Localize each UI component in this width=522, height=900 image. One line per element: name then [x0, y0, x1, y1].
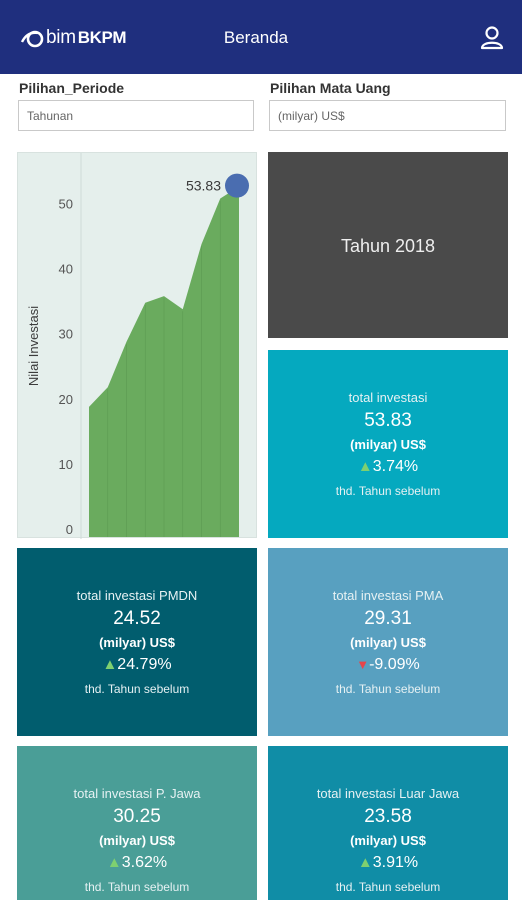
y-tick-label: 10 [59, 457, 73, 472]
app-bar: bim BKPM Beranda [0, 0, 522, 74]
profile-button[interactable] [478, 24, 506, 52]
area-chart: Nilai Investasi 0 10 20 30 40 50 53.83 [26, 153, 249, 539]
tile-unit: (milyar) US$ [350, 437, 426, 452]
change-arrow-icon: ▲ [357, 458, 373, 475]
change-arrow-icon: ▲ [106, 854, 122, 871]
period-filter-label: Pilihan_Periode [19, 80, 125, 96]
tile-unit: (milyar) US$ [99, 635, 175, 650]
tile-change: 24.79% [117, 656, 172, 673]
logo-mark-icon [20, 30, 44, 48]
outside-java-investment-tile[interactable]: total investasi Luar Jawa 23.58 (milyar)… [268, 746, 508, 900]
pmdn-investment-tile[interactable]: total investasi PMDN 24.52 (milyar) US$ … [17, 548, 257, 736]
tile-change: -9.09% [369, 656, 420, 673]
year-text: Tahun 2018 [340, 236, 436, 256]
tile-unit: (milyar) US$ [99, 833, 175, 848]
tile-value: 53.83 [364, 410, 412, 431]
tile-unit: (milyar) US$ [350, 635, 426, 650]
highlight-point[interactable] [225, 173, 249, 198]
tile-change: 3.62% [121, 854, 168, 871]
y-tick-label: 30 [59, 327, 73, 342]
change-arrow-icon: ▲ [357, 854, 373, 871]
tile-change: 3.91% [372, 854, 419, 871]
investment-chart[interactable]: Nilai Investasi 0 10 20 30 40 50 53.83 [17, 152, 257, 539]
tile-label: total investasi PMDN [76, 588, 198, 603]
currency-filter-label: Pilihan Mata Uang [270, 80, 391, 96]
pma-investment-tile[interactable]: total investasi PMA 29.31 (milyar) US$ ▼… [268, 548, 508, 736]
tile-note: thd. Tahun sebelum [335, 880, 441, 894]
y-tick-label: 20 [59, 392, 73, 407]
y-tick-label: 40 [59, 262, 73, 277]
tile-value: 23.58 [364, 806, 412, 827]
highlight-value-label: 53.83 [186, 178, 221, 194]
logo-text-primary: bim [46, 27, 76, 48]
tile-value: 30.25 [113, 806, 161, 827]
tile-change: 3.74% [372, 458, 419, 475]
y-axis-label: Nilai Investasi [26, 306, 41, 386]
tile-label: total investasi [348, 390, 428, 405]
y-tick-label: 0 [66, 522, 73, 537]
tile-label: total investasi Luar Jawa [316, 786, 460, 801]
bkpm-logo: bim BKPM [20, 26, 127, 50]
tile-note: thd. Tahun sebelum [84, 880, 190, 894]
currency-select[interactable]: (milyar) US$ [269, 100, 506, 131]
change-arrow-icon: ▼ [356, 657, 370, 672]
change-arrow-icon: ▲ [102, 656, 118, 673]
total-investment-tile[interactable]: total investasi 53.83 (milyar) US$ ▲3.74… [268, 350, 508, 538]
y-tick-label: 50 [59, 197, 73, 212]
tile-label: total investasi PMA [332, 588, 444, 603]
java-investment-tile[interactable]: total investasi P. Jawa 30.25 (milyar) U… [17, 746, 257, 900]
logo-text-secondary: BKPM [77, 28, 127, 47]
tile-note: thd. Tahun sebelum [335, 484, 441, 498]
tile-label: total investasi P. Jawa [73, 786, 201, 801]
tile-value: 29.31 [364, 608, 412, 629]
tile-value: 24.52 [113, 608, 161, 629]
tile-note: thd. Tahun sebelum [335, 682, 441, 696]
page-title: Beranda [223, 28, 289, 47]
period-select[interactable]: Tahunan [18, 100, 254, 131]
tile-unit: (milyar) US$ [350, 833, 426, 848]
year-tile: Tahun 2018 [268, 152, 508, 338]
tile-note: thd. Tahun sebelum [84, 682, 190, 696]
user-icon [480, 26, 504, 50]
